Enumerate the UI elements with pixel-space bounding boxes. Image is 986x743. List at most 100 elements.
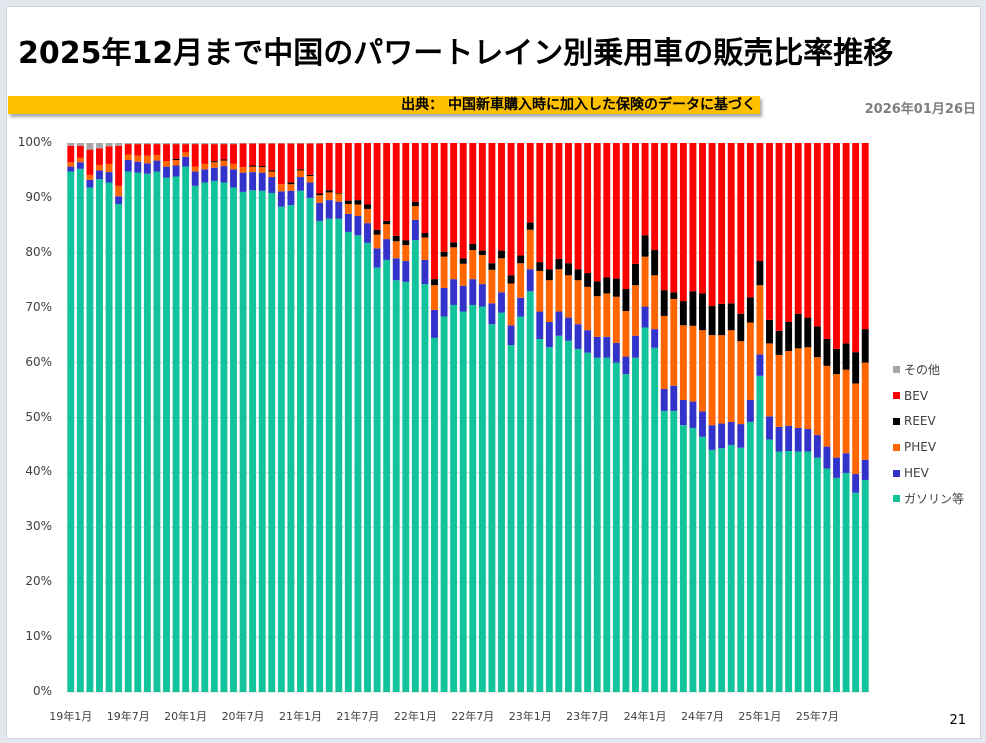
bar-segment-gasoline <box>632 357 639 692</box>
date-label: 2026年01月26日 <box>864 102 976 117</box>
bar-segment-hev <box>785 425 793 451</box>
bar-segment-reev <box>804 317 812 348</box>
bar-segment-phev <box>76 157 84 163</box>
bar-segment-hev <box>775 426 783 452</box>
bar-segment-gasoline <box>86 187 94 692</box>
bar-segment-phev <box>641 256 649 307</box>
bar-segment-reev <box>861 329 869 363</box>
bar-segment-phev <box>794 348 802 428</box>
bar-segment-reev <box>823 338 831 366</box>
bar-segment-bev <box>67 145 75 163</box>
bar-segment-phev <box>450 247 458 280</box>
bar-segment-bev <box>718 143 726 304</box>
bar-segment-phev <box>411 206 419 220</box>
bar-segment-hev <box>679 399 687 426</box>
bar-segment-hev <box>766 416 773 440</box>
x-tick-label: 24年1月 <box>623 710 667 723</box>
bar-segment-gasoline <box>239 191 247 693</box>
bar-segment-hev <box>603 336 611 358</box>
bar-segment-other <box>201 143 209 145</box>
bar-segment-bev <box>833 143 840 349</box>
bar-segment-reev <box>699 293 706 331</box>
bar-segment-bev <box>545 143 553 270</box>
bar-segment-bev <box>96 148 103 165</box>
bar-segment-reev <box>459 258 467 264</box>
bar-segment-gasoline <box>364 242 371 693</box>
bar-segment-hev <box>651 329 659 348</box>
bar-segment-gasoline <box>402 281 410 692</box>
bar-segment-bev <box>277 143 285 185</box>
bar-segment-phev <box>86 174 94 180</box>
bar-segment-phev <box>143 155 151 164</box>
bar-segment-hev <box>565 317 572 341</box>
bar-segment-bev <box>450 143 458 243</box>
bar-segment-other <box>249 143 257 144</box>
bar-segment-bev <box>823 143 831 339</box>
bar-segment-phev <box>632 285 639 336</box>
bar-segment-gasoline <box>450 304 458 692</box>
bar-segment-bev <box>249 143 257 166</box>
bar-segment-reev <box>565 263 572 276</box>
bar-segment-gasoline <box>210 180 218 692</box>
bar-segment-phev <box>105 163 113 173</box>
bar-segment-reev <box>632 263 639 286</box>
x-tick-label: 22年7月 <box>451 710 495 723</box>
bar-segment-reev <box>737 313 745 342</box>
bar-segment-bev <box>411 143 419 202</box>
bar-segment-bev <box>632 143 639 264</box>
bar-segment-gasoline <box>335 218 343 692</box>
bar-segment-gasoline <box>727 444 735 692</box>
bar-segment-other <box>297 143 304 144</box>
bar-segment-phev <box>718 335 726 424</box>
bar-segment-gasoline <box>134 172 142 692</box>
bar-segment-gasoline <box>230 187 237 692</box>
bar-segment-hev <box>469 279 477 305</box>
bar-segment-hev <box>794 427 802 452</box>
bar-segment-gasoline <box>660 410 668 692</box>
bar-segment-reev <box>660 290 668 316</box>
bar-segment-phev <box>708 335 716 426</box>
bar-segment-reev <box>220 159 228 161</box>
x-tick-label: 21年7月 <box>336 710 380 723</box>
legend-item: ガソリン等 <box>893 486 964 512</box>
x-tick-label: 21年1月 <box>279 710 322 723</box>
bar-segment-hev <box>354 216 362 236</box>
bar-segment-phev <box>833 374 840 458</box>
bar-segment-gasoline <box>316 220 324 692</box>
bar-segment-phev <box>842 369 850 454</box>
bar-segment-hev <box>737 424 745 448</box>
bar-segment-hev <box>823 446 831 469</box>
bar-segment-bev <box>201 144 209 164</box>
bar-segment-hev <box>297 177 304 191</box>
bar-segment-bev <box>813 143 821 327</box>
bar-segment-gasoline <box>344 231 352 692</box>
bar-segment-phev <box>603 293 611 337</box>
bar-segment-reev <box>766 319 773 344</box>
bar-segment-hev <box>450 279 458 305</box>
legend-swatch <box>893 443 900 451</box>
bar-segment-hev <box>727 421 735 445</box>
bar-segment-hev <box>277 191 285 207</box>
bar-segment-hev <box>134 161 142 173</box>
bar-segment-gasoline <box>354 235 362 692</box>
bar-segment-gasoline <box>861 480 869 692</box>
bar-segment-bev <box>86 149 94 175</box>
bar-segment-phev <box>584 286 592 331</box>
bar-segment-phev <box>210 162 218 168</box>
bar-segment-hev <box>746 399 754 422</box>
bar-segment-gasoline <box>478 306 486 692</box>
bar-segment-hev <box>699 411 706 437</box>
bar-segment-reev <box>354 200 362 205</box>
bar-segment-reev <box>708 306 716 336</box>
bar-segment-gasoline <box>526 291 534 692</box>
bar-segment-reev <box>727 303 735 331</box>
bar-segment-phev <box>287 184 295 191</box>
bar-segment-phev <box>163 161 170 167</box>
y-tick-label: 80% <box>25 244 52 259</box>
bar-segment-gasoline <box>469 304 477 692</box>
bar-segment-gasoline <box>565 340 572 692</box>
bar-segment-gasoline <box>507 345 515 692</box>
bar-segment-phev <box>67 162 75 167</box>
bar-segment-phev <box>297 170 304 178</box>
bar-segment-bev <box>507 143 515 276</box>
